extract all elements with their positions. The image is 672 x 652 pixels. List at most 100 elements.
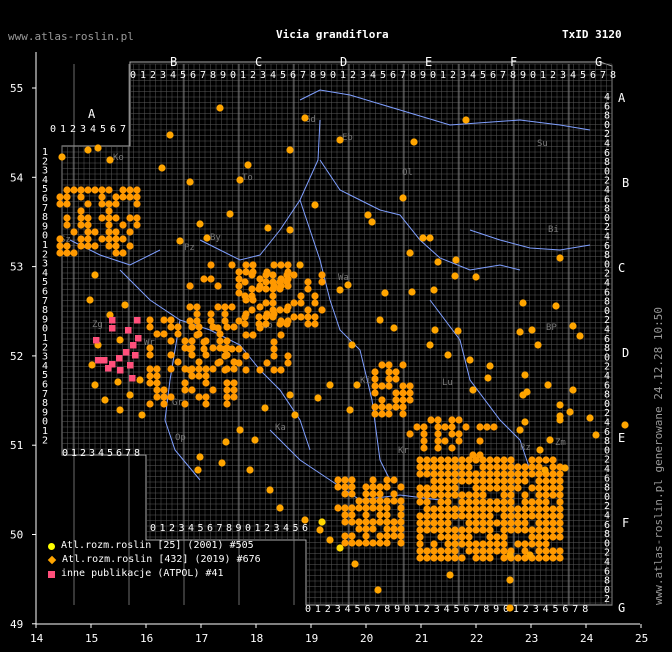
record-point	[549, 463, 557, 471]
record-point	[514, 519, 522, 527]
grid-digit: 4	[98, 448, 104, 459]
record-point	[423, 526, 431, 534]
record-point	[390, 497, 398, 505]
record-point	[112, 228, 120, 236]
record-point	[542, 519, 550, 527]
record-point	[348, 483, 356, 491]
record-point	[444, 477, 452, 485]
grid-digit: 0	[42, 231, 48, 242]
record-point	[106, 311, 114, 319]
record-point	[392, 403, 400, 411]
record-point	[369, 490, 377, 498]
record-point	[444, 470, 452, 478]
record-point	[362, 539, 370, 547]
record-point	[362, 483, 370, 491]
record-point	[341, 518, 349, 526]
record-point	[383, 518, 391, 526]
record-point	[390, 476, 398, 484]
grid-digit: 4	[42, 361, 48, 372]
record-point	[119, 193, 127, 201]
record-point	[479, 519, 487, 527]
grid-digit: 6	[604, 427, 610, 438]
record-point	[507, 505, 515, 513]
record-point	[160, 386, 168, 394]
record-point	[341, 511, 349, 519]
record-point	[390, 525, 398, 533]
river-line	[164, 319, 201, 481]
record-point	[138, 411, 146, 419]
record-point	[569, 322, 577, 330]
record-point	[423, 484, 431, 492]
record-point	[98, 186, 106, 194]
grid-digit: 8	[210, 70, 216, 81]
record-point	[528, 470, 536, 478]
grid-digit: 1	[42, 147, 48, 158]
record-point	[98, 193, 106, 201]
record-point	[472, 512, 480, 520]
record-point	[521, 505, 529, 513]
record-point	[284, 282, 292, 290]
record-point	[437, 456, 445, 464]
record-point	[493, 477, 501, 485]
record-point	[465, 540, 473, 548]
record-point	[277, 366, 285, 374]
record-point	[483, 423, 491, 431]
record-point	[146, 351, 154, 359]
record-point	[200, 338, 208, 346]
record-point	[385, 403, 393, 411]
record-point	[196, 453, 204, 461]
record-point	[202, 372, 210, 380]
record-point	[84, 221, 92, 229]
record-point	[430, 463, 438, 471]
site-label[interactable]: www.atlas-roslin.pl	[8, 30, 134, 43]
record-point	[167, 365, 175, 373]
record-point	[423, 498, 431, 506]
record-point	[383, 539, 391, 547]
record-point	[592, 431, 600, 439]
city-label: Kr	[398, 446, 409, 456]
record-point	[535, 512, 543, 520]
city-label: Lu	[442, 378, 453, 388]
record-point	[486, 519, 494, 527]
record-point	[336, 286, 344, 294]
record-point	[195, 358, 203, 366]
city-label: By	[210, 233, 221, 243]
record-point	[542, 512, 550, 520]
record-point	[385, 368, 393, 376]
record-point	[153, 365, 161, 373]
grid-digit: 0	[604, 352, 610, 363]
record-point	[188, 323, 196, 331]
record-point	[341, 504, 349, 512]
record-point	[437, 519, 445, 527]
record-point	[376, 511, 384, 519]
record-point	[270, 366, 278, 374]
grid-digit: 4	[42, 268, 48, 279]
grid-digit: 2	[325, 604, 331, 615]
x-tick-label: 21	[415, 632, 428, 645]
record-point-old	[336, 544, 344, 552]
grid-digit: 7	[374, 604, 380, 615]
record-point	[291, 411, 299, 419]
record-point	[242, 352, 250, 360]
record-point	[362, 504, 370, 512]
record-point-other	[109, 361, 116, 368]
record-point-old	[318, 518, 326, 526]
grid-digit: 0	[42, 417, 48, 428]
record-point	[514, 512, 522, 520]
record-point	[362, 518, 370, 526]
record-point	[355, 525, 363, 533]
record-point	[286, 226, 294, 234]
record-point	[277, 331, 285, 339]
record-point	[514, 470, 522, 478]
record-point	[506, 604, 514, 612]
record-point	[77, 242, 85, 250]
grid-digit: 6	[604, 194, 610, 205]
record-point	[392, 375, 400, 383]
record-point	[455, 437, 463, 445]
record-point	[430, 484, 438, 492]
record-point	[214, 359, 222, 367]
city-label: Ko	[113, 153, 124, 163]
grid-digit: 0	[604, 213, 610, 224]
record-point	[472, 526, 480, 534]
record-point	[385, 382, 393, 390]
